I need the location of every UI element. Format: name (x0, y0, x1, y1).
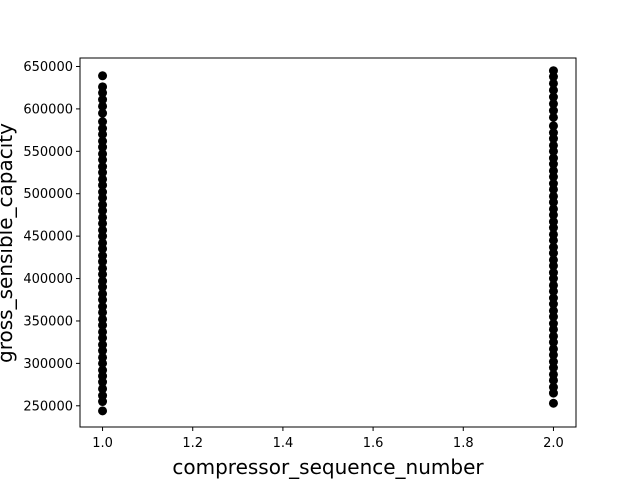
y-tick-label: 500000 (23, 187, 73, 202)
x-axis-ticks: 1.0 1.2 1.4 1.6 1.8 2.0 (92, 427, 564, 451)
data-point (98, 384, 108, 394)
data-point (98, 200, 108, 210)
x-tick-label: 1.6 (363, 436, 384, 451)
data-point (98, 82, 108, 92)
data-point (548, 255, 558, 265)
data-point (548, 140, 558, 150)
data-point (548, 369, 558, 379)
data-point (548, 112, 558, 122)
x-tick-label: 1.2 (182, 436, 203, 451)
x-tick-label: 1.8 (453, 436, 474, 451)
data-point (98, 314, 108, 324)
data-point (548, 92, 558, 102)
data-point (98, 95, 108, 105)
y-axis-ticks: 250000 300000 350000 400000 450000 500000 5500… (23, 60, 80, 414)
data-point (98, 365, 108, 375)
y-tick-label: 550000 (23, 145, 73, 160)
data-point (98, 187, 108, 197)
data-point (98, 71, 108, 81)
data-point (548, 319, 558, 329)
x-tick-label: 1.4 (273, 436, 294, 451)
y-tick-label: 400000 (23, 272, 73, 287)
data-point (98, 340, 108, 350)
data-point (548, 398, 558, 408)
data-point (98, 101, 108, 111)
y-tick-label: 650000 (23, 60, 73, 75)
data-point (548, 229, 558, 239)
data-point (98, 391, 108, 401)
data-point (98, 162, 108, 172)
data-point (98, 123, 108, 133)
data-point (98, 212, 108, 222)
y-axis-label: gross_sensible_capacity (0, 123, 17, 363)
data-point (98, 406, 108, 416)
data-point (548, 242, 558, 252)
data-point (548, 306, 558, 316)
data-point (98, 263, 108, 273)
data-point (548, 106, 558, 116)
data-point (98, 108, 108, 118)
data-point (98, 136, 108, 146)
y-tick-label: 450000 (23, 230, 73, 245)
y-tick-label: 250000 (23, 399, 73, 414)
data-point (548, 293, 558, 303)
data-point (548, 382, 558, 392)
x-axis-label: compressor_sequence_number (172, 455, 484, 479)
data-point (98, 302, 108, 312)
data-point (548, 280, 558, 290)
x-tick-label: 1.0 (92, 436, 113, 451)
data-point (548, 357, 558, 367)
y-tick-label: 600000 (23, 102, 73, 117)
data-point (548, 78, 558, 88)
data-point (548, 217, 558, 227)
data-point (548, 331, 558, 341)
y-tick-label: 350000 (23, 314, 73, 329)
data-point (548, 99, 558, 109)
x-tick-label: 2.0 (543, 436, 564, 451)
data-point (548, 166, 558, 176)
data-point (548, 191, 558, 201)
data-point (98, 276, 108, 286)
data-point (548, 344, 558, 354)
data-point (98, 352, 108, 362)
data-point (98, 149, 108, 159)
data-point (548, 66, 558, 76)
data-point (98, 289, 108, 299)
data-point (548, 121, 558, 131)
plot-area-frame (79, 57, 577, 428)
data-point (548, 204, 558, 214)
data-point (98, 174, 108, 184)
y-tick-label: 300000 (23, 357, 73, 372)
data-point (98, 251, 108, 261)
data-point (98, 225, 108, 235)
data-point (98, 117, 108, 127)
data-point (98, 327, 108, 337)
data-points (98, 66, 558, 416)
data-point (548, 153, 558, 163)
data-point (98, 238, 108, 248)
data-point (548, 85, 558, 95)
data-point (548, 268, 558, 278)
data-point (548, 128, 558, 138)
data-point (548, 179, 558, 189)
